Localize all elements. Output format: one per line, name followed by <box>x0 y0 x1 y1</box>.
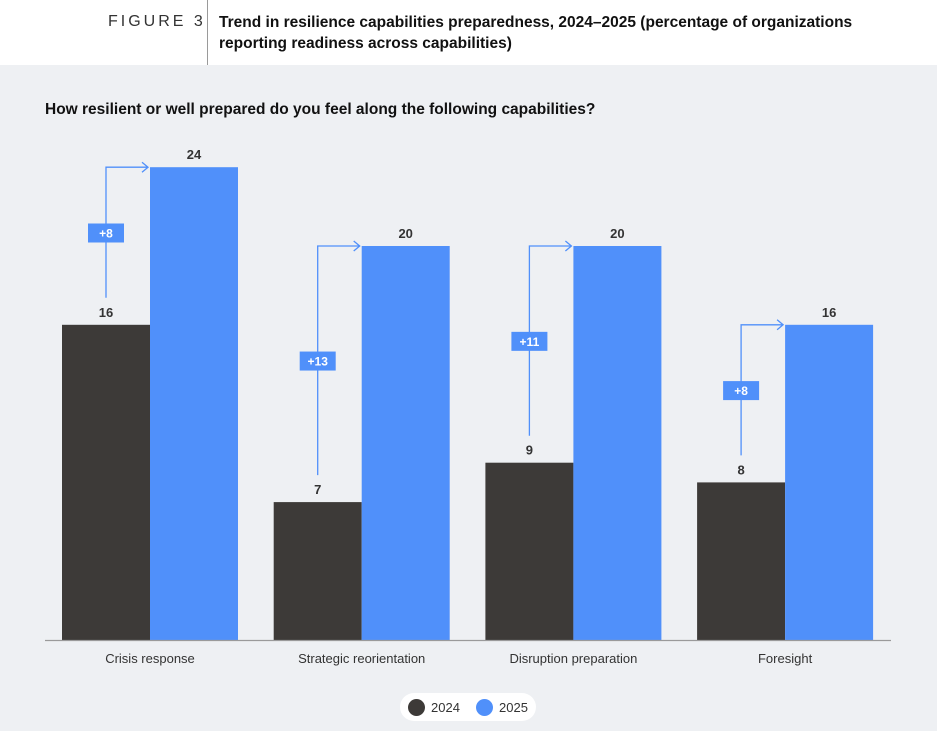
bar-2025 <box>150 167 238 640</box>
legend-swatch-2024 <box>408 698 426 716</box>
bar-chart: 16 24 +8 Crisis response 7 20 +13 Strategic reo… <box>45 147 891 666</box>
legend-item-2025: 2025 <box>476 698 528 716</box>
data-label-2025: 24 <box>187 147 202 162</box>
change-connector <box>740 324 784 456</box>
change-badge <box>88 223 124 243</box>
change-badge <box>723 381 760 401</box>
chart-panel: How resilient or well prepared do you fe… <box>0 65 937 731</box>
bar-2025 <box>361 246 450 640</box>
data-label-2024: 9 <box>526 443 533 458</box>
bar-2025 <box>785 324 874 640</box>
legend-label-2025: 2025 <box>499 699 528 715</box>
change-connector <box>528 245 572 436</box>
category-label: Disruption preparation <box>509 651 637 666</box>
change-arrowhead <box>564 240 573 252</box>
category-label: Foresight <box>758 651 813 666</box>
bar-2024 <box>273 502 362 640</box>
data-label-2025: 16 <box>822 305 836 320</box>
data-label-2024: 8 <box>737 462 744 477</box>
figure-title: Trend in resilience capabilities prepare… <box>219 14 853 52</box>
bar-2024 <box>62 324 150 640</box>
bar-2024 <box>485 462 574 640</box>
category-label: Crisis response <box>105 651 195 666</box>
legend-item-2024: 2024 <box>408 698 460 716</box>
bar-2025 <box>573 246 662 640</box>
data-label-2025: 20 <box>398 226 412 241</box>
change-arrowhead <box>776 319 785 331</box>
figure-header: FIGURE 3 Trend in resilience capabilitie… <box>0 0 937 65</box>
change-label: +11 <box>520 335 540 349</box>
header-divider <box>207 0 208 65</box>
change-badge <box>299 351 336 371</box>
legend-label-2024: 2024 <box>431 699 460 715</box>
figure-label: FIGURE 3 <box>108 13 206 30</box>
change-label: +13 <box>308 355 329 369</box>
legend-swatch-2025 <box>476 698 494 716</box>
change-label: +8 <box>734 384 748 398</box>
change-arrowhead <box>141 161 150 173</box>
data-label-2025: 20 <box>610 226 624 241</box>
change-connector <box>105 166 148 298</box>
chart-question: How resilient or well prepared do you fe… <box>45 101 596 118</box>
change-connector <box>317 245 360 476</box>
change-label: +8 <box>99 227 113 241</box>
category-label: Strategic reorientation <box>298 651 425 666</box>
change-arrowhead <box>353 240 361 252</box>
bar-2024 <box>697 482 786 640</box>
chart-legend: 2024 2025 <box>400 693 536 721</box>
data-label-2024: 16 <box>99 305 113 320</box>
change-badge <box>511 331 548 351</box>
data-label-2024: 7 <box>314 482 321 497</box>
